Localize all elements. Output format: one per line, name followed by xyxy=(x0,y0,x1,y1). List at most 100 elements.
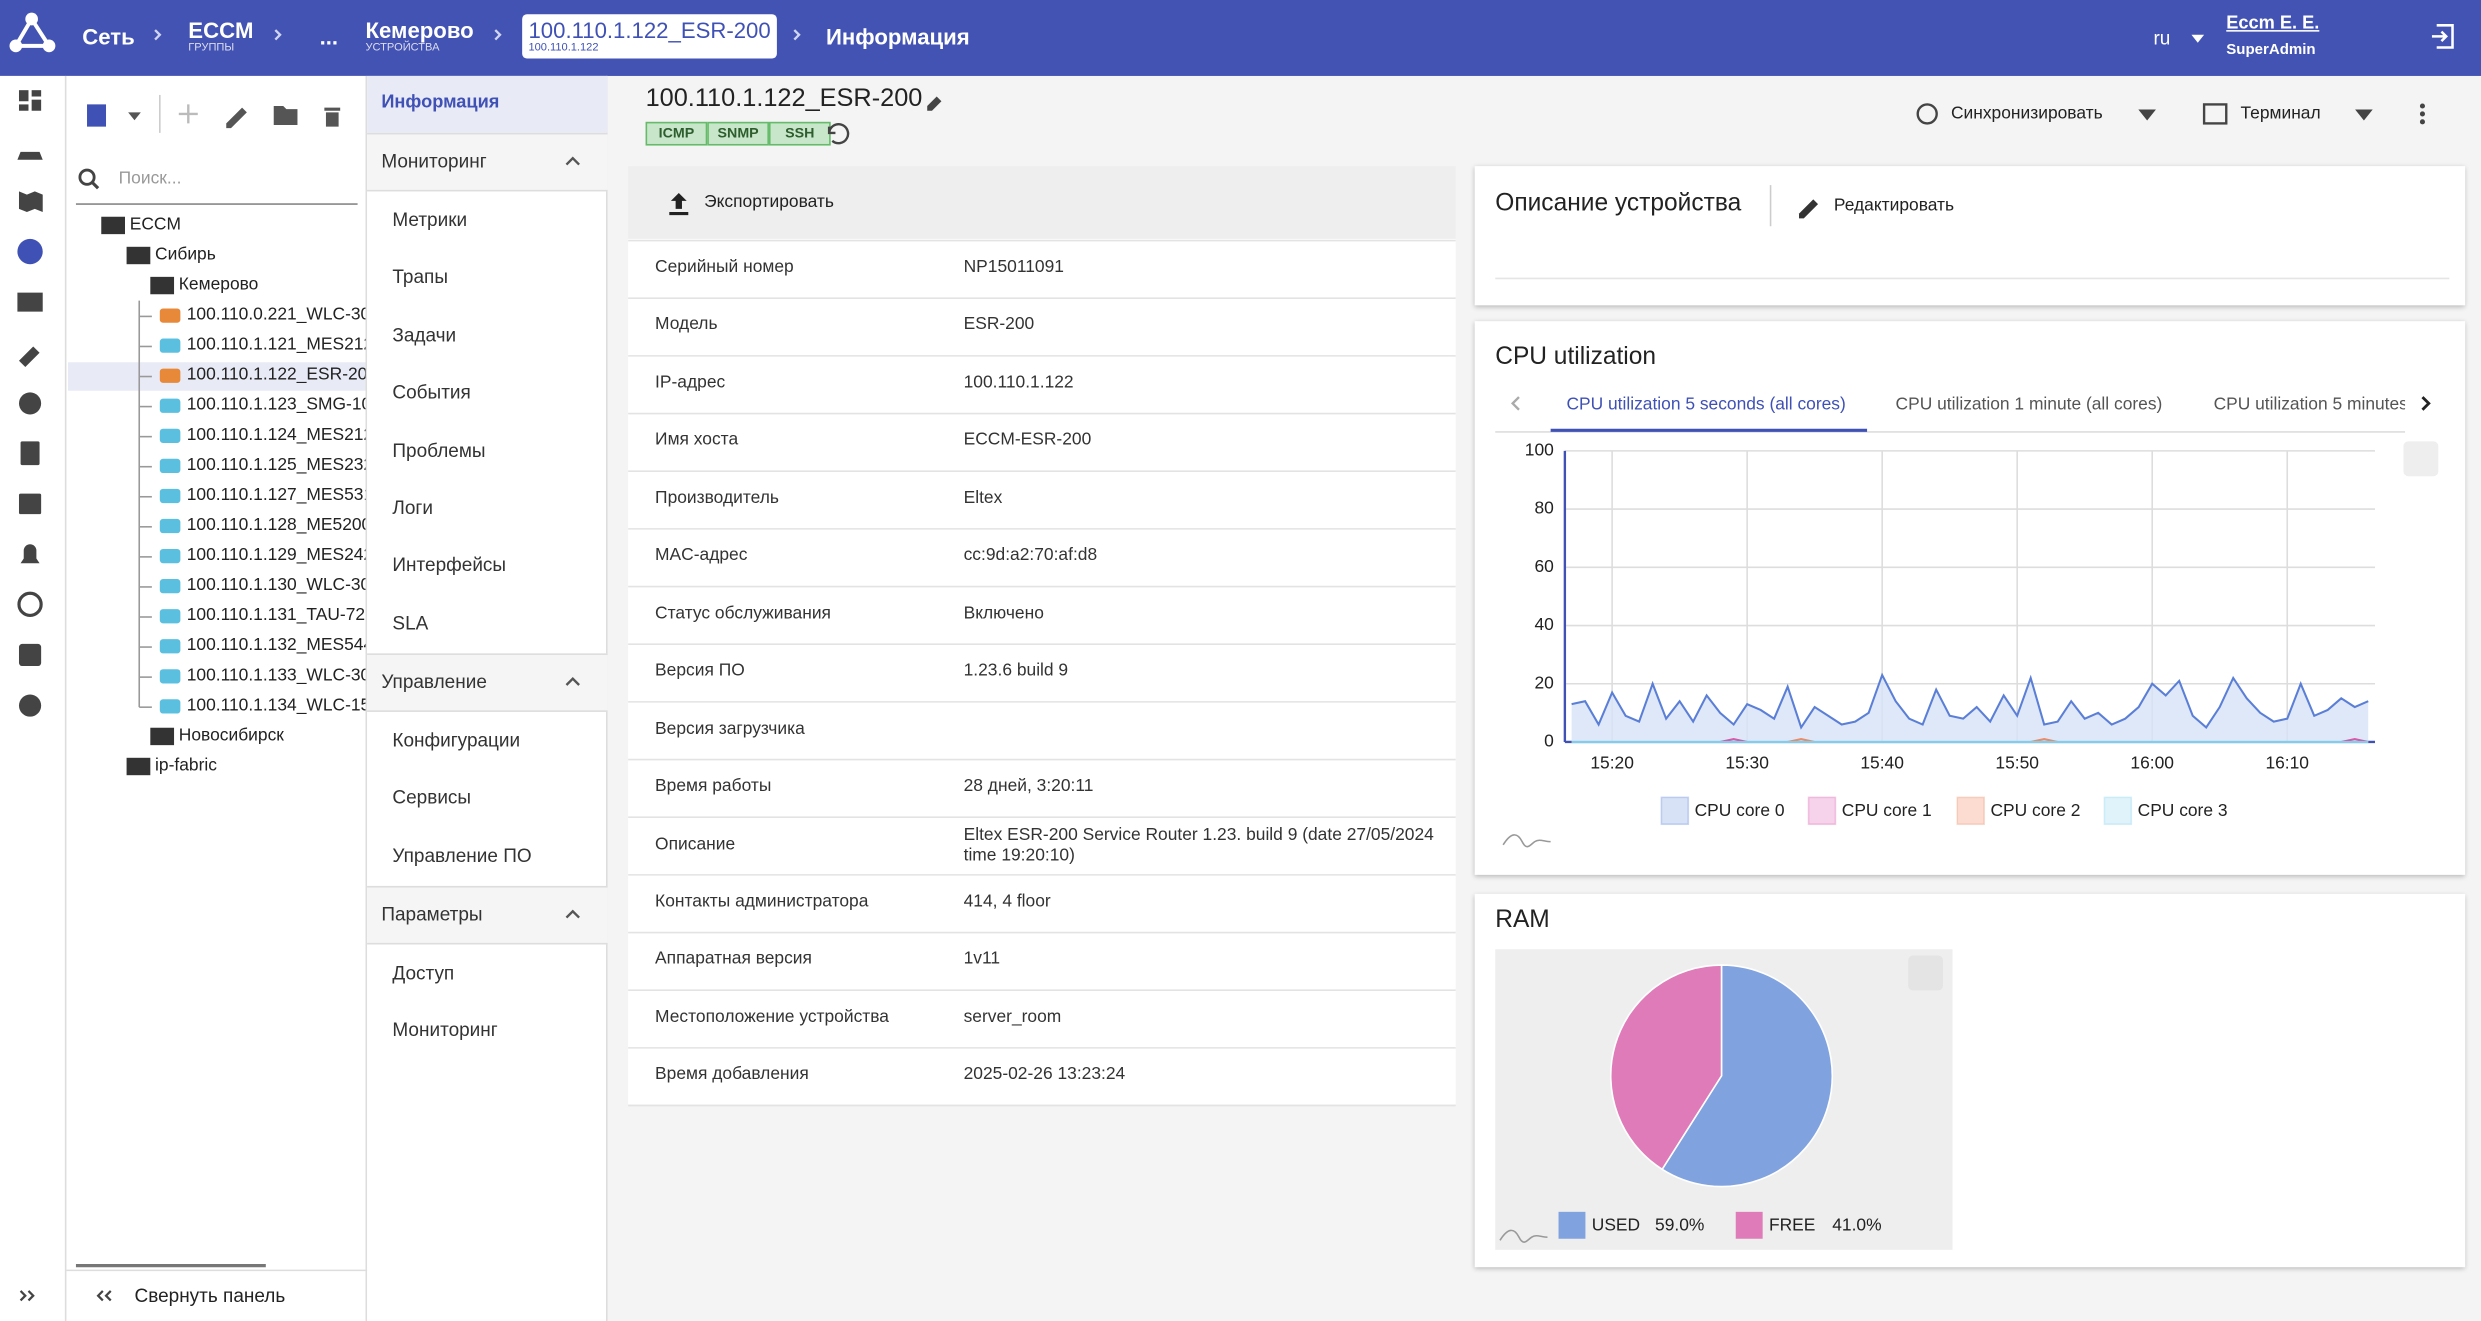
tree-item[interactable]: Кемерово xyxy=(178,275,259,295)
tab[interactable]: CPU utilization 5 minutes xyxy=(2214,394,2409,414)
lang-caret[interactable] xyxy=(2191,34,2205,43)
crumb-active-bg[interactable] xyxy=(522,14,777,59)
menu-section[interactable]: Параметры xyxy=(381,903,483,926)
menu-item[interactable]: Проблемы xyxy=(392,439,486,462)
export-button[interactable]: Экспортировать xyxy=(704,193,834,212)
legend-swatch[interactable] xyxy=(1807,796,1837,826)
lang[interactable]: ru xyxy=(2153,26,2171,50)
chevron[interactable] xyxy=(565,677,580,686)
menu-item[interactable]: Конфигурации xyxy=(392,729,521,752)
folder-icon[interactable] xyxy=(126,246,151,265)
desc-edit-icon[interactable] xyxy=(1799,199,1819,219)
tree-item[interactable]: 100.110.1.123_SMG-10 xyxy=(186,395,366,415)
export-bar[interactable] xyxy=(628,166,1456,239)
crumb-title[interactable]: Сеть xyxy=(82,23,135,50)
legend-label[interactable]: CPU core 1 xyxy=(1842,800,1932,820)
tree-item[interactable]: 100.110.1.125_MES232 xyxy=(186,455,366,475)
menu-item[interactable]: Мониторинг xyxy=(392,1018,498,1041)
legend-swatch[interactable] xyxy=(2103,796,2133,826)
kebab[interactable] xyxy=(2419,103,2425,125)
tab-prev[interactable] xyxy=(1510,396,1520,411)
tree-item[interactable]: Сибирь xyxy=(155,245,216,265)
menu-item[interactable]: Трапы xyxy=(392,265,449,288)
menu-section[interactable]: Мониторинг xyxy=(381,150,487,173)
menu-active[interactable]: Информация xyxy=(381,93,500,113)
tree-item[interactable]: 100.110.1.131_TAU-72.I xyxy=(186,605,366,625)
device-icon[interactable] xyxy=(159,518,181,534)
device-icon[interactable] xyxy=(159,548,181,564)
tree-item[interactable]: ip-fabric xyxy=(155,756,217,776)
device-icon[interactable] xyxy=(159,308,181,323)
terminal-button[interactable]: Терминал xyxy=(2240,104,2321,124)
sync-button[interactable]: Синхронизировать xyxy=(1950,104,2103,124)
collapse[interactable]: Свернуть панель xyxy=(134,1284,286,1307)
device-icon[interactable] xyxy=(159,639,181,654)
crumb-title[interactable]: ... xyxy=(319,23,339,50)
device-icon[interactable] xyxy=(159,579,181,594)
device-icon[interactable] xyxy=(159,368,181,383)
menu-section[interactable]: Управление xyxy=(381,670,487,693)
legend-swatch[interactable] xyxy=(1558,1211,1586,1239)
legend-label[interactable]: USED xyxy=(1592,1215,1640,1235)
tree-item[interactable]: Новосибирск xyxy=(178,726,284,746)
legend-label[interactable]: CPU core 0 xyxy=(1695,800,1785,820)
logout-icon[interactable] xyxy=(2431,24,2454,49)
menu-item[interactable]: Задачи xyxy=(392,324,457,347)
folder-icon[interactable] xyxy=(101,216,125,235)
edit-icon[interactable] xyxy=(927,96,942,111)
tab[interactable]: CPU utilization 5 seconds (all cores) xyxy=(1566,394,1845,414)
menu-item[interactable]: События xyxy=(392,381,471,404)
folder-icon[interactable] xyxy=(126,757,151,776)
crumb-title[interactable]: ECCM xyxy=(188,17,254,43)
export-icon[interactable] xyxy=(669,193,689,216)
search[interactable]: Поиск... xyxy=(118,169,182,189)
menu-item[interactable]: SLA xyxy=(392,612,429,635)
tab-next[interactable] xyxy=(2421,396,2431,411)
tree-item[interactable]: 100.110.1.127_MES531 xyxy=(186,485,366,505)
legend-swatch[interactable] xyxy=(1735,1211,1763,1239)
user-name[interactable]: Eccm E. E. xyxy=(2226,14,2320,34)
collapse-icons[interactable] xyxy=(19,1290,112,1302)
chevron[interactable] xyxy=(565,156,580,166)
tree-item[interactable]: 100.110.1.124_MES212 xyxy=(186,425,366,445)
legend-swatch[interactable] xyxy=(1956,796,1985,826)
device-icon[interactable] xyxy=(159,458,181,474)
tree-item[interactable]: 100.110.1.134_WLC-15 xyxy=(186,696,366,716)
legend-label[interactable]: CPU core 3 xyxy=(2138,800,2228,820)
legend-label[interactable]: CPU core 2 xyxy=(1990,800,2080,820)
device-icon[interactable] xyxy=(159,428,181,443)
tree-item[interactable]: 100.110.0.221_WLC-30 xyxy=(186,305,366,325)
legend-swatch[interactable] xyxy=(1660,796,1690,826)
folder-icon[interactable] xyxy=(150,276,175,295)
tree-item[interactable]: 100.110.1.128_ME5200 xyxy=(186,515,366,535)
tree-item[interactable]: 100.110.1.132_MES544 xyxy=(186,635,366,655)
sync-icon[interactable] xyxy=(827,123,850,145)
menu-item[interactable]: Управление ПО xyxy=(392,844,532,867)
device-icon[interactable] xyxy=(159,398,181,413)
device-icon[interactable] xyxy=(159,609,181,624)
menu-item[interactable]: Метрики xyxy=(392,208,468,231)
menu-item[interactable]: Доступ xyxy=(392,961,455,985)
tree-item[interactable]: ECCM xyxy=(129,215,181,235)
crumb-title[interactable]: Информация xyxy=(825,23,970,50)
action-icons[interactable] xyxy=(1916,103,2373,125)
tree-item[interactable]: 100.110.1.122_ESR-200 xyxy=(186,365,366,385)
tree-item[interactable]: 100.110.1.130_WLC-30 xyxy=(186,575,366,595)
menu-item[interactable]: Сервисы xyxy=(392,786,472,809)
tab[interactable]: CPU utilization 1 minute (all cores) xyxy=(1896,394,2163,414)
tree-toolbar-icons[interactable] xyxy=(87,104,341,129)
menu-item[interactable]: Интерфейсы xyxy=(392,553,507,576)
chevron[interactable] xyxy=(565,909,580,919)
rail-icons[interactable] xyxy=(17,90,43,717)
chart-menu[interactable] xyxy=(1908,441,2439,991)
legend-label[interactable]: FREE xyxy=(1769,1215,1815,1235)
crumb-title[interactable]: 100.110.1.122_ESR-200 xyxy=(528,17,771,43)
device-icon[interactable] xyxy=(159,488,181,504)
device-icon[interactable] xyxy=(159,699,181,714)
crumb-title[interactable]: Кемерово xyxy=(365,17,474,43)
device-icon[interactable] xyxy=(159,669,181,684)
menu-item[interactable]: Логи xyxy=(392,496,433,519)
device-icon[interactable] xyxy=(159,338,181,353)
tree-item[interactable]: 100.110.1.121_MES212 xyxy=(186,335,366,355)
folder-icon[interactable] xyxy=(150,727,175,746)
